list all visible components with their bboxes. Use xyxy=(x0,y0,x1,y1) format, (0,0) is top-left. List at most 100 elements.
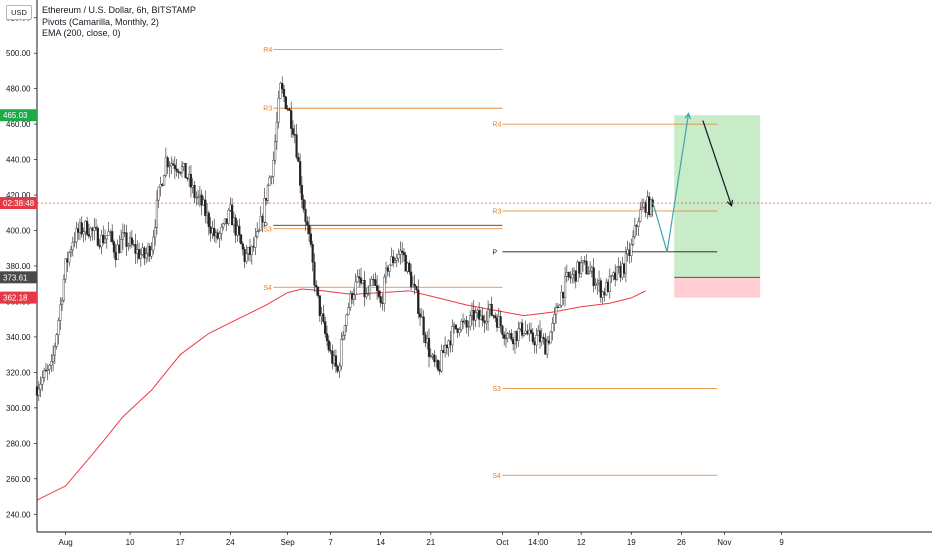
candle[interactable] xyxy=(567,272,570,277)
candle[interactable] xyxy=(363,280,366,298)
candle[interactable] xyxy=(417,289,420,314)
candle[interactable] xyxy=(146,246,150,254)
candle[interactable] xyxy=(345,314,348,326)
candle[interactable] xyxy=(227,209,230,224)
candle[interactable] xyxy=(248,247,252,255)
candle[interactable] xyxy=(546,340,549,355)
candle[interactable] xyxy=(322,313,325,322)
candle[interactable] xyxy=(236,225,239,236)
candle[interactable] xyxy=(161,184,164,186)
candle[interactable] xyxy=(438,369,441,372)
candle[interactable] xyxy=(268,177,271,186)
candle[interactable] xyxy=(485,321,488,324)
candle[interactable] xyxy=(648,196,651,216)
candle[interactable] xyxy=(141,247,144,255)
candle[interactable] xyxy=(431,354,434,357)
candle[interactable] xyxy=(324,321,327,334)
candle[interactable] xyxy=(436,360,440,370)
candle[interactable] xyxy=(93,227,96,231)
candle[interactable] xyxy=(524,330,527,334)
candle[interactable] xyxy=(193,185,196,198)
candle[interactable] xyxy=(152,236,155,251)
candle[interactable] xyxy=(198,194,201,197)
candle[interactable] xyxy=(309,233,312,245)
target-zone[interactable] xyxy=(674,115,761,278)
candle[interactable] xyxy=(204,199,207,216)
candle[interactable] xyxy=(162,175,166,186)
candle[interactable] xyxy=(456,328,459,333)
candle[interactable] xyxy=(114,252,117,260)
candle[interactable] xyxy=(569,276,572,279)
candle[interactable] xyxy=(349,293,352,308)
candle[interactable] xyxy=(513,331,517,345)
candle[interactable] xyxy=(463,320,466,322)
candle[interactable] xyxy=(537,330,540,336)
candle[interactable] xyxy=(196,196,200,198)
candle[interactable] xyxy=(547,340,551,344)
candle[interactable] xyxy=(128,237,132,246)
candle[interactable] xyxy=(75,228,78,243)
candle[interactable] xyxy=(649,199,653,216)
candle[interactable] xyxy=(626,249,629,255)
candle[interactable] xyxy=(66,258,69,263)
candle[interactable] xyxy=(576,261,579,282)
candle[interactable] xyxy=(327,340,330,351)
candle[interactable] xyxy=(624,253,628,274)
candle[interactable] xyxy=(307,224,311,234)
candle[interactable] xyxy=(87,234,91,237)
candle[interactable] xyxy=(59,304,62,321)
candle[interactable] xyxy=(472,310,475,321)
candle[interactable] xyxy=(410,271,413,288)
candle[interactable] xyxy=(284,96,287,109)
candle[interactable] xyxy=(261,216,264,223)
candle[interactable] xyxy=(365,293,368,298)
candle[interactable] xyxy=(393,260,397,263)
candle[interactable] xyxy=(433,354,436,363)
candle[interactable] xyxy=(354,281,357,296)
candle[interactable] xyxy=(53,346,56,356)
candle[interactable] xyxy=(442,350,445,354)
candle[interactable] xyxy=(170,163,173,167)
candle[interactable] xyxy=(62,278,65,301)
candle[interactable] xyxy=(461,321,465,323)
candle[interactable] xyxy=(188,174,191,180)
candle[interactable] xyxy=(96,227,99,246)
candle[interactable] xyxy=(528,329,531,335)
candle[interactable] xyxy=(239,234,243,245)
candle[interactable] xyxy=(291,128,295,135)
candle[interactable] xyxy=(44,370,48,372)
candle[interactable] xyxy=(132,244,135,246)
candle[interactable] xyxy=(469,315,472,327)
candle[interactable] xyxy=(486,309,490,322)
candle[interactable] xyxy=(100,234,103,248)
candle[interactable] xyxy=(68,252,71,263)
candle[interactable] xyxy=(619,266,622,278)
candle[interactable] xyxy=(223,218,227,225)
candle[interactable] xyxy=(150,249,153,257)
candle[interactable] xyxy=(347,307,350,315)
candle[interactable] xyxy=(631,236,635,245)
candle[interactable] xyxy=(526,330,529,335)
candle[interactable] xyxy=(182,163,185,167)
candle[interactable] xyxy=(608,276,611,292)
candle[interactable] xyxy=(597,280,601,284)
candle[interactable] xyxy=(635,225,638,227)
candle[interactable] xyxy=(630,244,633,256)
candle[interactable] xyxy=(599,280,602,298)
candle[interactable] xyxy=(420,316,423,318)
candle[interactable] xyxy=(137,249,141,259)
candle[interactable] xyxy=(401,250,404,253)
candle[interactable] xyxy=(495,317,499,328)
candle[interactable] xyxy=(340,338,343,367)
candle[interactable] xyxy=(333,355,336,364)
candle[interactable] xyxy=(109,231,112,233)
candle[interactable] xyxy=(589,270,592,274)
candle[interactable] xyxy=(395,257,398,261)
ema-indicator-label[interactable]: EMA (200, close, 0) xyxy=(42,28,121,38)
candle[interactable] xyxy=(180,166,184,173)
candle[interactable] xyxy=(510,333,513,340)
candle[interactable] xyxy=(315,285,318,288)
pivots-indicator-label[interactable]: Pivots (Camarilla, Monthly, 2) xyxy=(42,16,159,27)
candle[interactable] xyxy=(610,275,613,277)
